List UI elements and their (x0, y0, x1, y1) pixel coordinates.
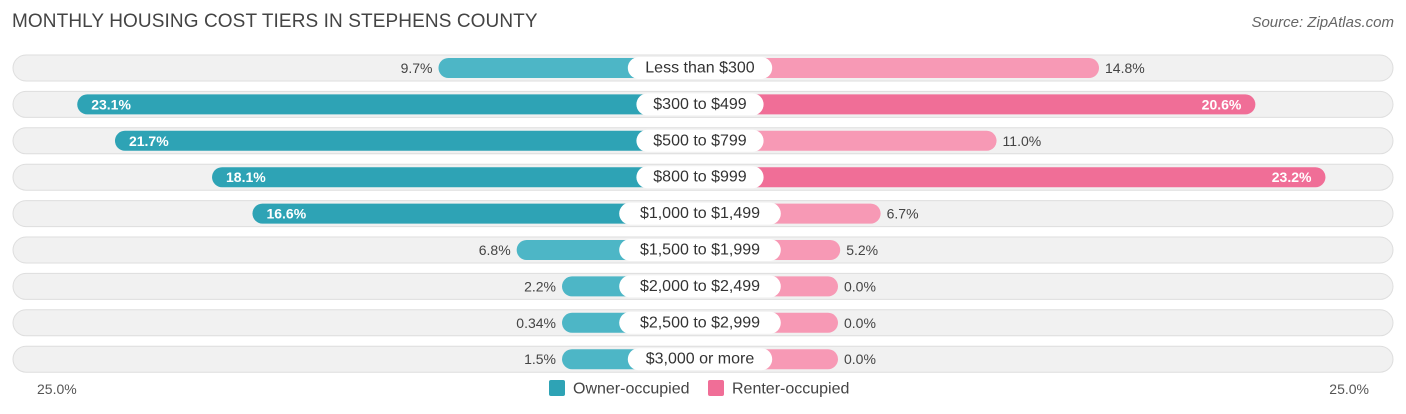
category-label: $1,500 to $1,999 (640, 242, 760, 259)
renter-value-label: 0.0% (844, 351, 876, 367)
category-label: $300 to $499 (653, 96, 747, 113)
owner-value-label: 2.2% (524, 278, 556, 294)
category-pill (619, 239, 781, 261)
axis-label-left: 25.0% (37, 381, 77, 397)
renter-legend-swatch (708, 380, 724, 396)
category-label: $1,000 to $1,499 (640, 205, 760, 222)
category-label: $2,500 to $2,999 (640, 314, 760, 331)
axis-label-right: 25.0% (1329, 381, 1369, 397)
renter-bar (700, 130, 997, 151)
renter-value-label: 6.7% (887, 206, 919, 222)
owner-value-label: 23.1% (91, 96, 131, 112)
owner-bar (252, 203, 701, 224)
category-pill (627, 57, 773, 79)
source-label: Source: ZipAtlas.com (1251, 14, 1394, 31)
renter-value-label: 14.8% (1105, 60, 1145, 76)
renter-value-label: 11.0% (1003, 133, 1042, 149)
chart-title: MONTHLY HOUSING COST TIERS IN STEPHENS C… (12, 11, 538, 32)
category-pill (636, 166, 764, 189)
category-label: $2,000 to $2,499 (640, 278, 760, 295)
renter-value-label: 0.0% (844, 315, 876, 331)
renter-value-label: 5.2% (846, 242, 878, 258)
category-pill (619, 311, 781, 334)
category-pill (619, 202, 781, 225)
category-pill (636, 129, 764, 152)
category-label: $500 to $799 (653, 132, 747, 149)
owner-value-label: 0.34% (516, 315, 556, 331)
owner-value-label: 16.6% (266, 206, 306, 222)
owner-value-label: 18.1% (226, 169, 266, 185)
category-label: $3,000 or more (646, 351, 755, 368)
renter-bar (700, 167, 1326, 188)
owner-bar (212, 167, 701, 188)
category-pill (636, 93, 764, 116)
owner-value-label: 1.5% (524, 351, 556, 367)
owner-value-label: 21.7% (129, 133, 169, 149)
owner-bar (114, 130, 700, 151)
owner-value-label: 6.8% (479, 242, 511, 258)
category-pill (627, 348, 773, 371)
owner-legend-swatch (549, 380, 565, 396)
renter-value-label: 23.2% (1272, 169, 1312, 185)
renter-value-label: 0.0% (844, 278, 876, 294)
owner-value-label: 9.7% (401, 60, 433, 76)
category-label: $800 to $999 (653, 169, 747, 186)
renter-bar (700, 58, 1100, 78)
renter-value-label: 20.6% (1202, 96, 1242, 112)
owner-legend-label: Owner-occupied (573, 381, 690, 398)
renter-legend-label: Renter-occupied (732, 381, 849, 398)
renter-bar (700, 94, 1256, 115)
category-label: Less than $300 (645, 60, 755, 77)
owner-bar (77, 94, 700, 115)
category-pill (619, 275, 781, 298)
